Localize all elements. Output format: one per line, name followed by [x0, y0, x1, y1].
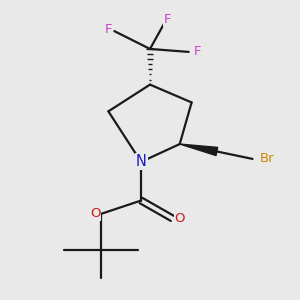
Text: F: F — [105, 23, 112, 36]
Text: F: F — [164, 13, 172, 26]
Polygon shape — [180, 144, 218, 156]
Text: O: O — [175, 212, 185, 225]
Text: N: N — [136, 154, 146, 169]
Text: F: F — [194, 45, 201, 58]
Text: Br: Br — [260, 152, 275, 165]
Text: O: O — [90, 207, 100, 220]
